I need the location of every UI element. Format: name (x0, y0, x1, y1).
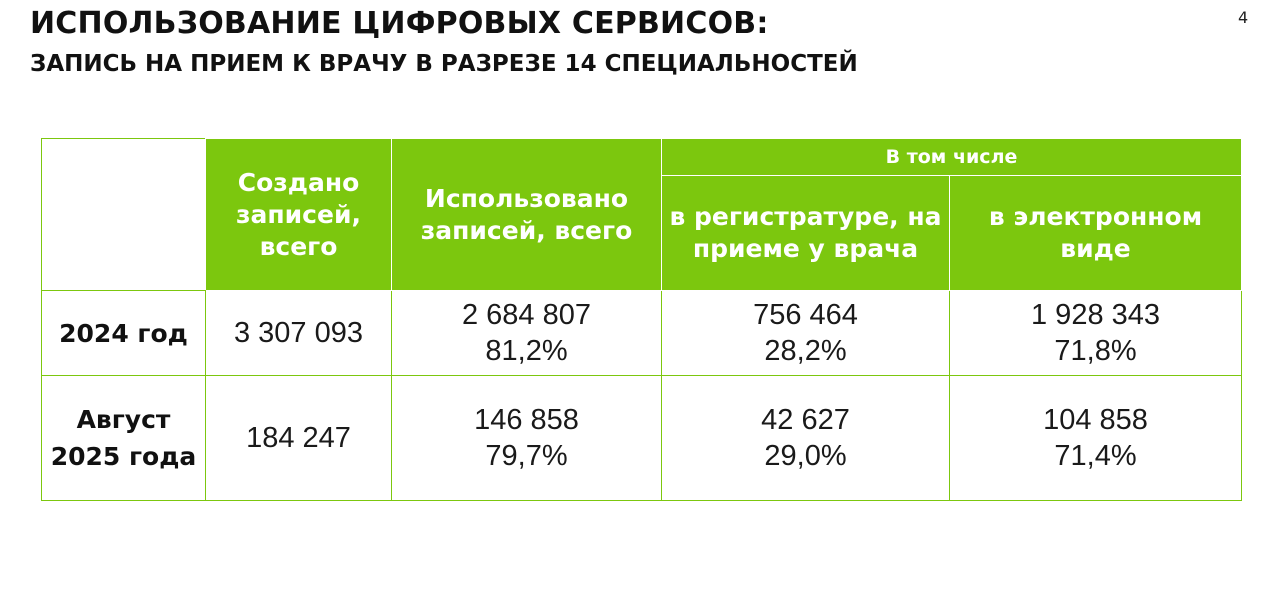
registry-percent: 28,2% (764, 335, 847, 367)
page-number: 4 (1238, 8, 1249, 27)
registry-percent: 29,0% (764, 440, 847, 472)
created-value: 3 307 093 (233, 317, 363, 349)
column-group-header: В том числе (660, 138, 1243, 176)
created-cell: 3 307 093 (205, 290, 392, 376)
used-cell: 146 858 79,7% (391, 375, 662, 501)
used-count: 2 684 807 (461, 299, 591, 331)
created-cell: 184 247 (205, 375, 392, 501)
electronic-count: 104 858 (1043, 404, 1148, 436)
used-percent: 79,7% (485, 440, 568, 472)
electronic-cell: 104 858 71,4% (948, 375, 1243, 501)
electronic-count: 1 928 343 (1031, 299, 1161, 331)
used-count: 146 858 (474, 404, 579, 436)
column-header-created: Создано записей, всего (205, 138, 392, 291)
row-label: Август 2025 года (41, 375, 206, 501)
appointments-table: Создано записей, всего Использовано запи… (41, 138, 1243, 501)
column-header-registry: в регистратуре, на приеме у врача (661, 175, 950, 291)
page-title: ИСПОЛЬЗОВАНИЕ ЦИФРОВЫХ СЕРВИСОВ: (30, 6, 769, 41)
table-row: 2024 год 3 307 093 2 684 807 81,2% 756 4… (41, 290, 1243, 376)
column-header-used: Использовано записей, всего (391, 138, 662, 291)
table-row: Август 2025 года 184 247 146 858 79,7% 4… (41, 375, 1243, 501)
created-value: 184 247 (246, 422, 351, 454)
electronic-cell: 1 928 343 71,8% (948, 290, 1243, 376)
registry-count: 42 627 (761, 404, 850, 436)
registry-count: 756 464 (753, 299, 858, 331)
used-cell: 2 684 807 81,2% (391, 290, 662, 376)
electronic-percent: 71,4% (1054, 440, 1137, 472)
electronic-percent: 71,8% (1054, 335, 1137, 367)
column-header-electronic: в электронном виде (948, 175, 1243, 291)
used-percent: 81,2% (485, 335, 568, 367)
corner-cell (41, 138, 206, 291)
row-label: 2024 год (41, 290, 206, 376)
page-subtitle: ЗАПИСЬ НА ПРИЕМ К ВРАЧУ В РАЗРЕЗЕ 14 СПЕ… (30, 51, 858, 77)
registry-cell: 756 464 28,2% (661, 290, 950, 376)
registry-cell: 42 627 29,0% (661, 375, 950, 501)
